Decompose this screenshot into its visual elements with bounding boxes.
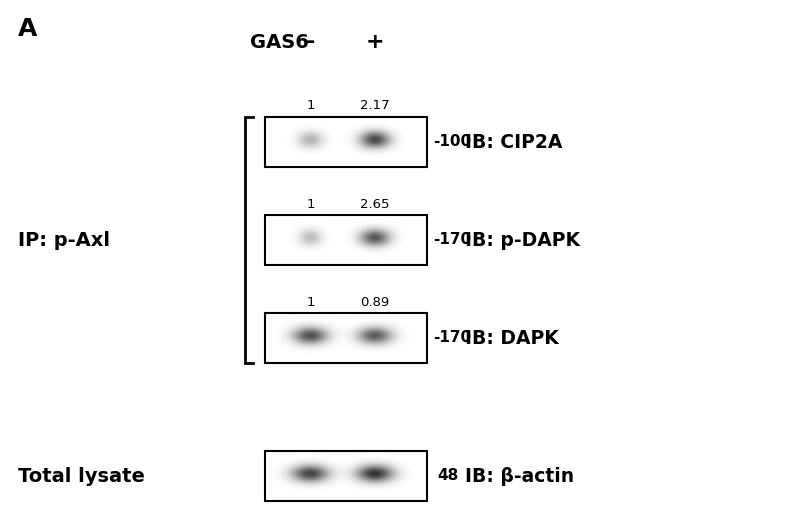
Bar: [265, 313, 427, 363]
Text: -100: -100: [433, 134, 471, 150]
Bar: [265, 451, 427, 501]
Bar: [265, 313, 427, 363]
Bar: [265, 215, 427, 265]
Bar: [265, 215, 427, 265]
Text: 1: 1: [306, 296, 315, 309]
Text: 0.89: 0.89: [361, 296, 390, 309]
Text: GAS6: GAS6: [250, 33, 308, 52]
Text: +: +: [366, 32, 384, 52]
Text: IB: DAPK: IB: DAPK: [465, 328, 559, 347]
Text: IB: CIP2A: IB: CIP2A: [465, 132, 563, 151]
Text: -170: -170: [433, 330, 471, 346]
Bar: [265, 451, 427, 501]
Text: -: -: [305, 32, 315, 52]
Text: 48: 48: [437, 469, 458, 483]
Text: 2.17: 2.17: [361, 99, 390, 112]
Text: A: A: [18, 17, 37, 41]
Text: Total lysate: Total lysate: [18, 466, 145, 485]
Text: 1: 1: [306, 99, 315, 112]
Text: IB: β-actin: IB: β-actin: [465, 466, 574, 485]
Text: 1: 1: [306, 198, 315, 211]
Bar: [265, 117, 427, 167]
Text: -170: -170: [433, 232, 471, 248]
Text: 2.65: 2.65: [361, 198, 390, 211]
Bar: [265, 117, 427, 167]
Text: IB: p-DAPK: IB: p-DAPK: [465, 230, 580, 249]
Text: IP: p-Axl: IP: p-Axl: [18, 230, 110, 249]
